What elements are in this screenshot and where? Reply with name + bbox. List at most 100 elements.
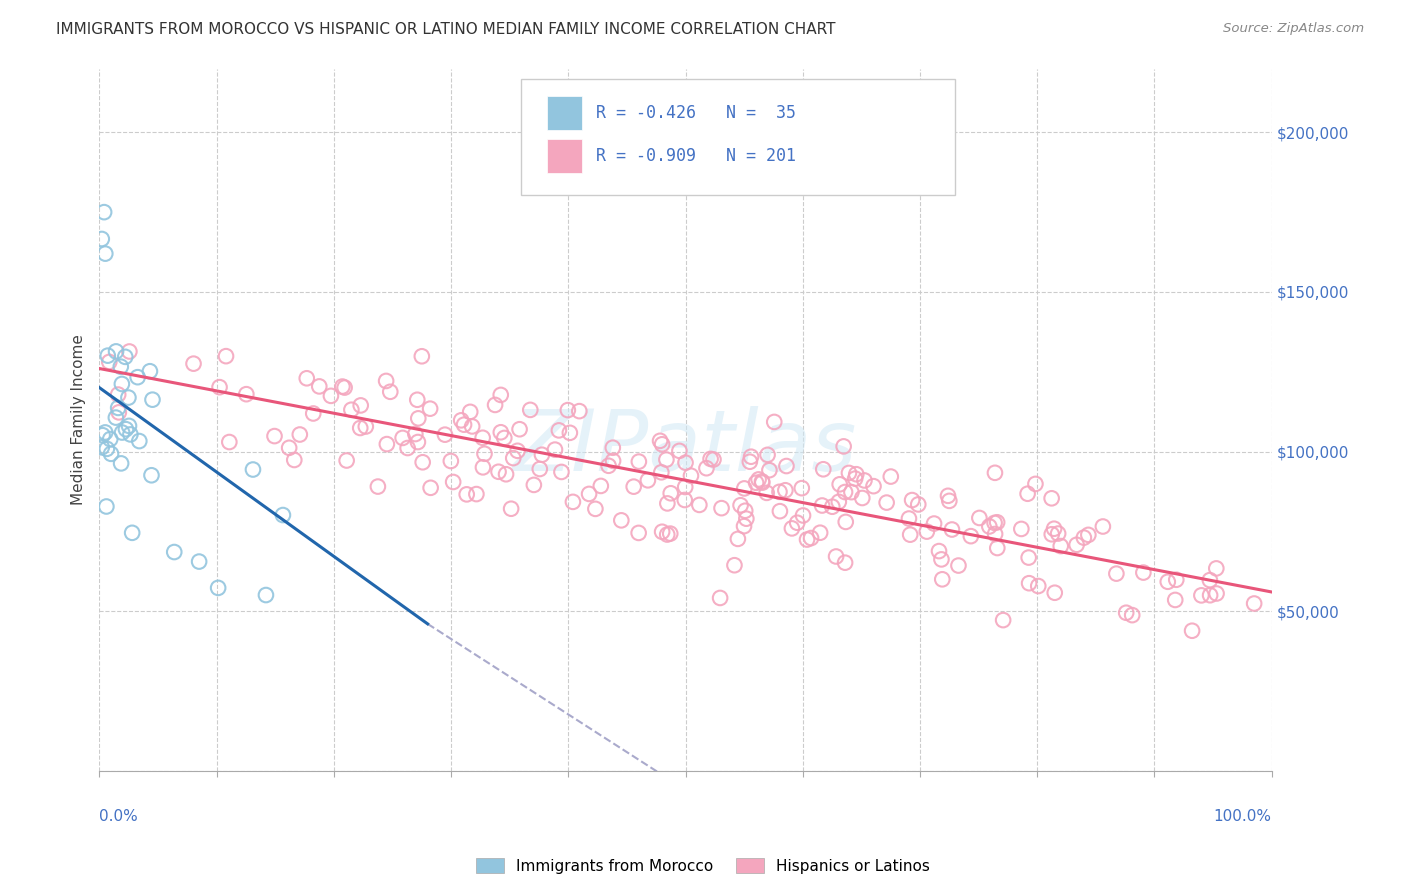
Point <box>880 469 903 483</box>
Point <box>986 516 1008 530</box>
Point <box>844 472 866 486</box>
Point <box>727 532 749 546</box>
Point <box>471 460 494 475</box>
Point <box>471 431 494 445</box>
Point <box>755 486 778 500</box>
Point <box>254 588 277 602</box>
Point <box>97 349 120 363</box>
Point <box>242 462 264 476</box>
Point <box>991 613 1014 627</box>
Point <box>1199 573 1222 587</box>
Point <box>1166 573 1188 587</box>
Point <box>495 467 517 482</box>
Text: R = -0.909   N = 201: R = -0.909 N = 201 <box>596 147 796 165</box>
Point <box>489 425 512 440</box>
Point <box>98 355 121 369</box>
Point <box>808 525 831 540</box>
Point <box>114 350 136 364</box>
Point <box>411 349 433 363</box>
Point <box>825 549 848 564</box>
Point <box>375 437 398 451</box>
Point <box>121 525 143 540</box>
Point <box>835 515 858 529</box>
Point <box>530 448 553 462</box>
Point <box>128 434 150 448</box>
Point <box>319 389 342 403</box>
Text: Source: ZipAtlas.com: Source: ZipAtlas.com <box>1223 22 1364 36</box>
Point <box>1091 519 1114 533</box>
Point <box>218 435 240 450</box>
Point <box>340 402 363 417</box>
Point <box>796 533 818 547</box>
Point <box>548 423 571 437</box>
Point <box>1199 588 1222 602</box>
Point <box>183 357 205 371</box>
Point <box>111 425 134 440</box>
Point <box>623 480 645 494</box>
Point <box>336 453 359 467</box>
Point <box>302 407 325 421</box>
Point <box>834 556 856 570</box>
Point <box>90 232 112 246</box>
Point <box>207 581 229 595</box>
Point <box>941 523 963 537</box>
Point <box>1026 579 1049 593</box>
Point <box>648 434 671 448</box>
Point <box>828 477 851 491</box>
Point <box>98 432 121 446</box>
Point <box>775 483 797 498</box>
Point <box>986 541 1008 555</box>
Point <box>931 552 953 566</box>
Point <box>118 418 141 433</box>
Point <box>751 475 773 490</box>
Point <box>550 465 572 479</box>
Point <box>367 479 389 493</box>
Point <box>474 447 496 461</box>
Point <box>845 467 868 482</box>
Point <box>107 401 129 415</box>
Point <box>1049 539 1071 553</box>
Point <box>838 466 860 480</box>
FancyBboxPatch shape <box>547 139 582 173</box>
Point <box>853 474 876 488</box>
Point <box>271 508 294 522</box>
Point <box>568 404 591 418</box>
Point <box>1205 586 1227 600</box>
Point <box>406 392 429 407</box>
Point <box>1040 491 1063 506</box>
Point <box>673 480 696 494</box>
Point <box>1181 624 1204 638</box>
Point <box>897 511 920 525</box>
Point <box>659 526 682 541</box>
Point <box>494 431 516 445</box>
Point <box>110 456 132 470</box>
Point <box>1105 566 1128 581</box>
Point <box>1018 550 1040 565</box>
Text: 0.0%: 0.0% <box>100 809 138 824</box>
Point <box>936 489 959 503</box>
Point <box>650 465 672 479</box>
Point <box>1073 531 1095 545</box>
Point <box>651 437 673 451</box>
Point <box>105 344 128 359</box>
Point <box>108 405 131 419</box>
Point <box>104 410 127 425</box>
Point <box>332 379 354 393</box>
Point <box>710 501 733 516</box>
FancyBboxPatch shape <box>547 96 582 129</box>
Point <box>94 246 117 260</box>
Point <box>456 487 478 501</box>
Point <box>118 344 141 359</box>
Point <box>1121 608 1143 623</box>
Point <box>938 494 960 508</box>
Point <box>1157 574 1180 589</box>
Point <box>735 511 758 525</box>
Point <box>832 439 855 453</box>
Point <box>488 465 510 479</box>
Text: R = -0.426   N =  35: R = -0.426 N = 35 <box>596 103 796 121</box>
Point <box>655 452 678 467</box>
Point <box>506 443 529 458</box>
Point <box>333 381 356 395</box>
Point <box>828 495 851 509</box>
Point <box>208 380 231 394</box>
